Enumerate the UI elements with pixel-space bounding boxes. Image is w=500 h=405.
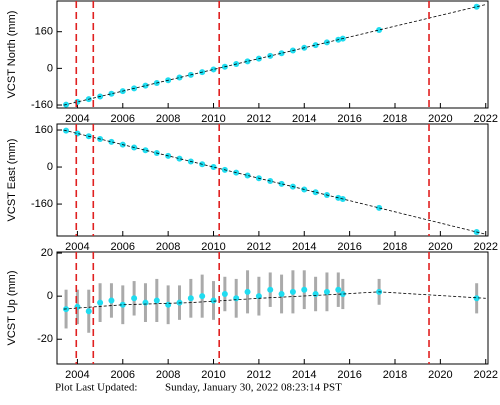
- data-point: [267, 286, 274, 293]
- data-point: [312, 42, 319, 49]
- x-tick-label: 2014: [292, 369, 316, 381]
- data-point: [339, 291, 346, 297]
- data-point: [210, 66, 217, 73]
- data-point: [244, 288, 251, 295]
- data-point: [221, 291, 228, 297]
- model-line: [63, 4, 486, 106]
- data-point: [97, 299, 104, 306]
- x-tick-label: 2006: [111, 369, 135, 381]
- plot-frame: [56, 0, 489, 109]
- x-tick-label: 2016: [337, 241, 361, 253]
- data-point: [108, 90, 115, 97]
- x-tick-label: 2006: [111, 113, 135, 125]
- data-point: [131, 295, 138, 302]
- x-tick-label: 2022: [473, 369, 497, 381]
- y-tick-label: -160: [31, 99, 53, 111]
- x-tick-label: 2008: [156, 113, 180, 125]
- data-point: [142, 299, 149, 306]
- data-point: [233, 295, 240, 302]
- x-tick-label: 2014: [292, 113, 316, 125]
- data-point: [142, 82, 149, 89]
- x-tick-label: 2012: [247, 241, 271, 253]
- y-tick-label: 0: [47, 161, 53, 173]
- y-axis-label: VCST East (mm): [6, 139, 18, 222]
- data-point: [312, 189, 319, 196]
- y-tick-label: -20: [37, 333, 53, 345]
- data-point: [244, 172, 251, 179]
- plot-frame: [56, 251, 489, 365]
- x-tick-label: 2022: [473, 241, 497, 253]
- data-point: [244, 58, 251, 65]
- data-point: [199, 293, 206, 300]
- data-point: [210, 164, 217, 171]
- x-tick-label: 2008: [156, 369, 180, 381]
- data-point: [142, 147, 149, 154]
- x-tick-label: 2004: [65, 369, 89, 381]
- y-tick-label: -160: [31, 198, 53, 210]
- x-tick-label: 2018: [383, 241, 407, 253]
- y-axis-label: VCST Up (mm): [6, 271, 18, 346]
- x-tick-label: 2010: [201, 113, 225, 125]
- x-tick-label: 2018: [383, 369, 407, 381]
- x-tick-label: 2018: [383, 113, 407, 125]
- data-point: [210, 297, 217, 304]
- data-point: [278, 50, 285, 57]
- data-point: [278, 180, 285, 187]
- data-point: [323, 288, 330, 295]
- plot-frame: [56, 123, 489, 237]
- footer-date: Sunday, January 30, 2022 08:23:14 PST: [165, 382, 342, 394]
- data-point: [312, 291, 319, 297]
- model-line: [63, 291, 486, 310]
- y-tick-label: 0: [47, 290, 53, 302]
- data-point: [85, 308, 92, 315]
- x-tick-label: 2012: [247, 113, 271, 125]
- data-point: [119, 301, 126, 308]
- data-point: [74, 303, 81, 310]
- x-tick-label: 2004: [65, 241, 89, 253]
- x-tick-label: 2016: [337, 369, 361, 381]
- data-point: [335, 286, 342, 293]
- data-point: [376, 204, 383, 211]
- data-point: [289, 288, 296, 295]
- y-tick-label: 20: [41, 247, 53, 259]
- x-tick-label: 2014: [292, 241, 316, 253]
- y-tick-label: 160: [35, 124, 53, 136]
- x-tick-label: 2004: [65, 113, 89, 125]
- data-point: [165, 301, 172, 308]
- x-tick-label: 2010: [201, 369, 225, 381]
- data-point: [376, 26, 383, 33]
- data-point: [473, 3, 480, 10]
- data-point: [108, 138, 115, 145]
- data-point: [153, 297, 160, 304]
- data-point: [278, 291, 285, 297]
- data-point: [301, 286, 308, 293]
- data-point: [255, 293, 262, 300]
- data-point: [176, 74, 183, 81]
- x-tick-label: 2020: [428, 113, 452, 125]
- x-tick-label: 2006: [111, 241, 135, 253]
- y-tick-label: 0: [47, 62, 53, 74]
- x-tick-label: 2020: [428, 369, 452, 381]
- x-tick-label: 2016: [337, 113, 361, 125]
- x-tick-label: 2008: [156, 241, 180, 253]
- data-point: [74, 130, 81, 137]
- x-tick-label: 2012: [247, 369, 271, 381]
- x-tick-label: 2020: [428, 241, 452, 253]
- model-line: [63, 129, 486, 235]
- y-axis-label: VCST North (mm): [6, 11, 18, 99]
- footer-label: Plot Last Updated:: [55, 382, 138, 394]
- data-point: [108, 297, 115, 304]
- data-point: [74, 98, 81, 105]
- data-point: [176, 155, 183, 162]
- x-tick-label: 2022: [473, 113, 497, 125]
- data-point: [473, 295, 480, 302]
- x-tick-label: 2010: [201, 241, 225, 253]
- y-tick-label: 160: [35, 26, 53, 38]
- data-point: [187, 295, 194, 302]
